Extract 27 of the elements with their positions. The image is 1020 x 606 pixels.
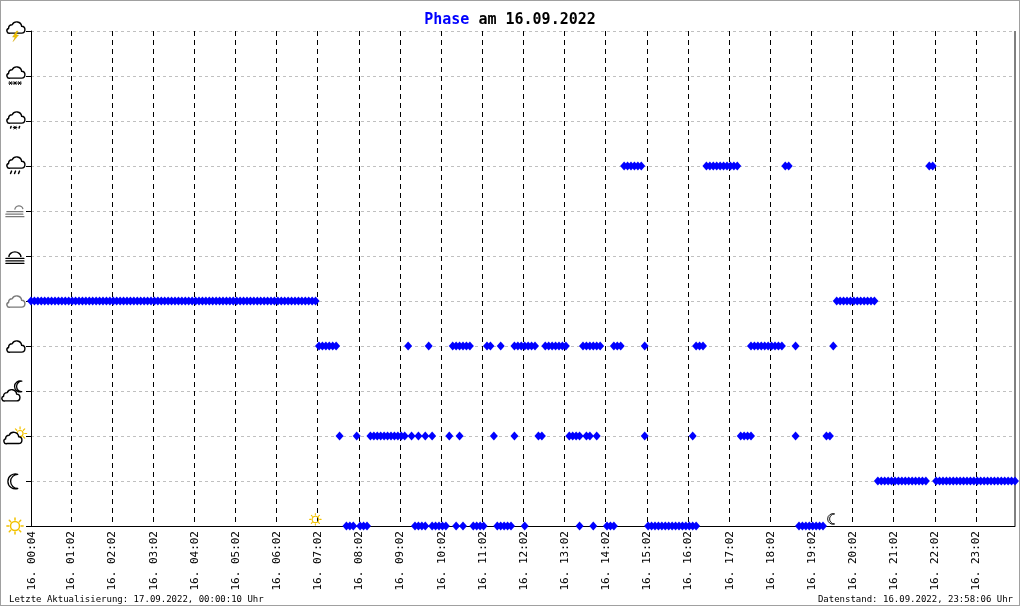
x-tick-label: 16. 03:02 [146,531,160,591]
x-tick-label: 16. 21:02 [887,531,901,591]
x-tick-label: 16. 09:02 [393,531,407,591]
x-tick-label: 16. 00:04 [24,530,38,591]
x-tick-label: 16. 11:02 [475,531,489,591]
x-tick-label: 16. 06:02 [269,531,283,591]
x-tick-label: 16. 18:02 [763,531,777,591]
x-tick-label: 16. 07:02 [311,531,325,591]
x-tick-label: 16. 04:02 [187,531,201,591]
x-tick-label: 16. 19:02 [804,531,818,591]
x-tick-label: 16. 01:02 [64,531,78,591]
x-tick-label: 16. 02:02 [105,531,119,591]
x-tick-label: 16. 16:02 [681,531,695,591]
text: Letzte Aktualisierung: 17.09.2022, 00:00:10 Uhr [9,593,265,604]
x-tick-label: 16. 20:02 [845,531,859,591]
x-tick-label: 16. 14:02 [599,531,613,591]
x-tick-label: 16. 12:02 [516,531,530,591]
chart-title: Phase am 16.09.2022 [424,9,596,28]
x-tick-label: 16. 15:02 [640,531,654,591]
x-tick-label: 16. 17:02 [722,531,736,591]
x-tick-label: 16. 22:02 [928,531,942,591]
x-tick-label: 16. 13:02 [557,531,571,591]
x-tick-label: 16. 05:02 [228,531,242,591]
x-tick-label: 16. 10:02 [434,531,448,591]
text: Datenstand: 16.09.2022, 23:58:06 Uhr [817,593,1014,604]
x-tick-label: 16. 08:02 [352,531,366,591]
x-tick-label: 16. 23:02 [969,531,983,591]
